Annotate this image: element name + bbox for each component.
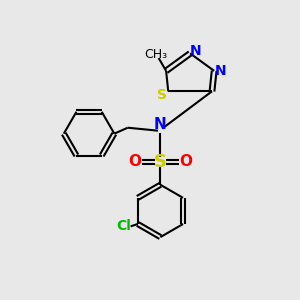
Text: N: N	[190, 44, 201, 58]
Text: O: O	[129, 154, 142, 169]
Text: N: N	[154, 117, 167, 132]
Text: O: O	[179, 154, 192, 169]
Text: S: S	[154, 153, 167, 171]
Text: Cl: Cl	[116, 219, 131, 233]
Text: S: S	[157, 88, 167, 102]
Text: CH₃: CH₃	[144, 48, 167, 61]
Text: N: N	[215, 64, 226, 78]
